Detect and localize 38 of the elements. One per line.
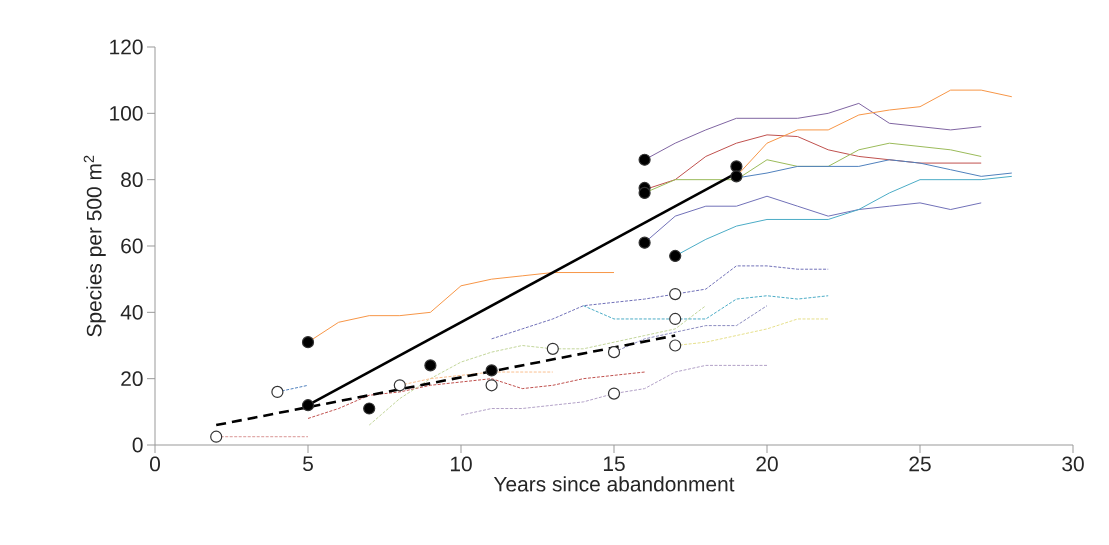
- point: [669, 339, 682, 352]
- point: [638, 153, 651, 166]
- point: [730, 160, 743, 173]
- point: [363, 402, 376, 415]
- point: [271, 385, 284, 399]
- point: [546, 342, 559, 355]
- y-tick-label: 20: [121, 371, 143, 387]
- y-tick-label: 60: [121, 238, 143, 254]
- point: [607, 346, 621, 359]
- x-tick-label: 30: [1062, 456, 1084, 472]
- x-tick-label: 10: [450, 456, 472, 472]
- y-tick-label: 40: [120, 304, 143, 320]
- y-tick-label: 120: [110, 39, 143, 55]
- y-tick-label: 80: [121, 172, 143, 188]
- point: [210, 430, 223, 443]
- x-tick-label: 15: [603, 456, 625, 472]
- y-tick-label: 0: [132, 437, 143, 453]
- point: [669, 287, 682, 301]
- point: [669, 249, 682, 263]
- point: [301, 399, 315, 412]
- x-tick-label: 0: [150, 456, 160, 472]
- point: [393, 379, 406, 392]
- y-tick-label: 100: [110, 105, 143, 121]
- point: [424, 359, 437, 372]
- point: [485, 379, 498, 392]
- point: [638, 186, 651, 200]
- point: [669, 312, 682, 326]
- x-tick-label: 25: [909, 456, 931, 472]
- point: [607, 387, 621, 400]
- x-tick-label: 5: [303, 456, 313, 472]
- y-axis-title: Species per 500 m$^{2}$: [83, 155, 106, 337]
- point: [730, 170, 743, 183]
- x-tick-label: 20: [756, 456, 778, 472]
- point: [638, 236, 651, 249]
- x-axis-title: Years since abandonment: [493, 476, 735, 492]
- point: [301, 336, 315, 349]
- line-series: [368, 305, 707, 426]
- point: [485, 364, 498, 377]
